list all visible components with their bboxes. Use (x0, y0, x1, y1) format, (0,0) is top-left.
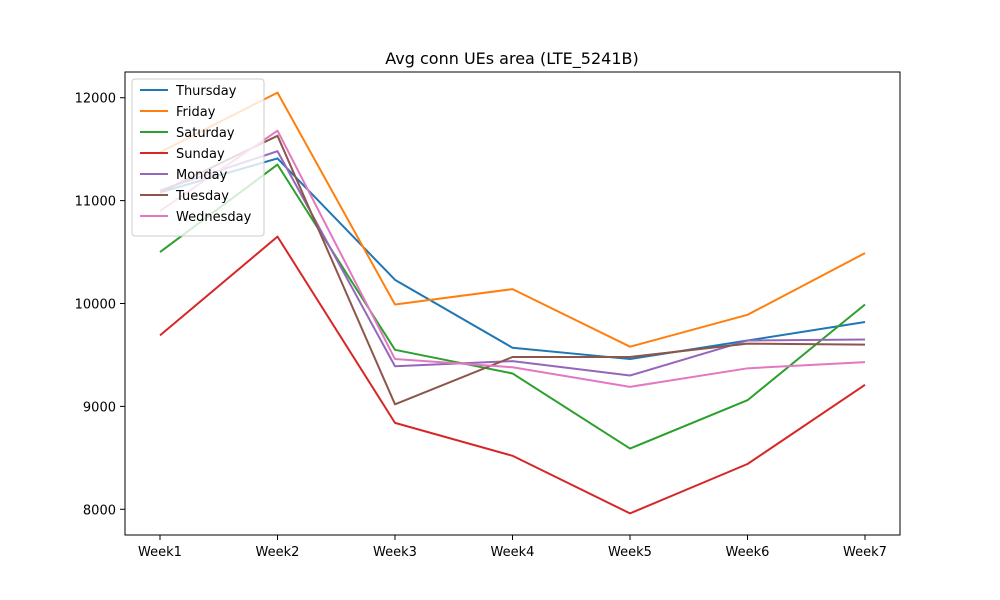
legend-label-friday: Friday (176, 105, 216, 120)
series-line-saturday (159, 163, 866, 450)
y-tick-label: 9000 (83, 400, 116, 415)
axes-layer: Week1 Week2 Week3 Week4 Week5 Week6 Week7 8000 9… (75, 71, 901, 560)
legend-label-thursday: Thursday (175, 84, 237, 99)
x-tick-label: Week1 (138, 545, 182, 560)
series-line-wednesday (159, 129, 866, 388)
legend-label-monday: Monday (176, 168, 228, 183)
y-tick-label: 8000 (83, 503, 116, 518)
y-tick-label: 11000 (75, 195, 116, 210)
x-tick-label: Week7 (843, 545, 887, 560)
x-tick-label: Week4 (491, 545, 535, 560)
x-tick-label: Week6 (726, 545, 770, 560)
series-line-sunday (159, 235, 866, 515)
series-line-friday (159, 91, 866, 348)
legend-label-wednesday: Wednesday (176, 210, 252, 225)
y-tick-label: 12000 (75, 92, 116, 107)
series-line-tuesday (159, 134, 866, 406)
chart-title: Avg conn UEs area (LTE_5241B) (385, 49, 638, 69)
series-layer (159, 91, 866, 515)
legend-box (131, 78, 265, 237)
x-tick-label: Week2 (256, 545, 300, 560)
y-tick-label: 10000 (75, 298, 116, 313)
legend-label-saturday: Saturday (176, 126, 235, 141)
series-line-monday (159, 150, 866, 377)
legend-label-sunday: Sunday (176, 147, 225, 162)
legend: Thursday Friday Saturday Sunday Monday Tuesda… (131, 78, 265, 237)
x-tick-label: Week5 (608, 545, 652, 560)
legend-label-tuesday: Tuesday (175, 189, 229, 204)
x-tick-label: Week3 (373, 545, 417, 560)
